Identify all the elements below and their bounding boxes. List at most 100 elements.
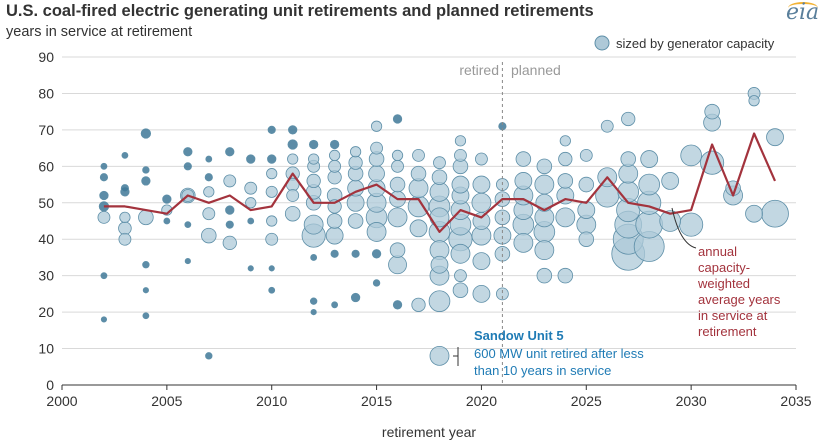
data-bubble [451,175,470,194]
data-bubble [97,210,111,224]
data-bubble [266,215,278,227]
data-bubble [557,173,574,189]
data-bubble [330,249,339,258]
data-bubble [557,267,574,284]
data-bubble [266,168,278,180]
avg-label-6: retirement [698,324,757,339]
data-bubble [268,265,275,272]
sandow-line2: than 10 years in service [474,363,611,378]
sandow-line1: 600 MW unit retired after less [474,346,644,361]
data-bubble [183,162,192,171]
data-bubble [577,201,596,219]
y-tick-label: 0 [46,377,54,393]
grid-layer [62,56,796,350]
sandow-bracket [453,347,459,366]
y-tick-label: 60 [38,158,54,174]
data-bubble [452,282,469,299]
data-bubble [184,221,192,229]
data-bubble [748,95,760,107]
chart-title: U.S. coal-fired electric generating unit… [6,2,594,20]
data-bubble [640,150,659,168]
data-bubble [141,176,151,186]
data-bubble [247,217,255,225]
data-bubble [495,287,509,301]
legend-label: sized by generator capacity [616,36,775,51]
data-bubble [142,261,150,269]
data-bubble [120,184,129,193]
data-bubble [142,166,150,174]
eia-logo: eia [786,0,820,25]
x-axis-label: retirement year [382,424,476,440]
avg-label-3: weighted [697,276,750,291]
data-bubble [555,207,576,228]
data-bubble [163,217,171,225]
data-bubble [303,214,324,235]
data-bubble [325,226,344,245]
data-bubble [392,300,403,310]
data-bubble [346,193,365,212]
average-line [103,132,777,233]
data-bubble [310,254,318,261]
data-bubble [410,165,427,182]
data-bubble [638,173,661,196]
x-tick-label: 2030 [676,393,707,409]
y-tick-label: 20 [38,304,54,320]
y-tick-label: 10 [38,341,54,357]
data-bubble [368,165,385,182]
data-bubble [100,316,108,323]
data-bubble [329,139,340,150]
x-tick-label: 2025 [571,393,602,409]
y-tick-label: 40 [38,231,54,247]
avg-label-2: capacity- [698,260,750,275]
data-bubble [326,213,343,229]
data-bubble [287,153,299,165]
data-bubble [310,309,317,316]
average-line-layer [103,132,777,233]
avg-label-5: in service at [698,308,768,323]
data-bubble [247,265,254,272]
data-bubble [371,249,382,259]
data-bubble [119,211,131,223]
y-tick-label: 50 [38,195,54,211]
data-bubble [267,154,277,164]
data-bubble [433,156,446,170]
y-tick-label: 30 [38,268,54,284]
data-bubble [349,146,362,158]
data-bubble [205,155,213,163]
data-bubble [535,193,554,212]
data-bubble [225,220,234,229]
data-bubble [454,148,467,162]
data-bubble [347,213,364,229]
x-tick-label: 2015 [361,393,392,409]
data-bubble [578,231,595,247]
data-bubble [659,210,681,232]
data-bubble [202,207,216,221]
data-bubble [306,173,321,189]
y-tick-label: 70 [38,122,54,138]
data-bubble [578,176,595,193]
data-bubble [100,272,108,280]
data-bubble [429,345,450,366]
data-bubble [761,199,789,228]
data-bubble [559,135,571,147]
eia-logo-arc [788,2,818,14]
data-bubble [661,172,680,190]
data-bubble [183,147,193,157]
avg-leader-line [671,207,697,249]
data-bubble [600,119,614,133]
data-bubble [203,186,215,198]
data-bubble [620,151,636,167]
data-bubble [472,175,491,194]
data-bubble [679,212,704,237]
data-bubble [245,197,257,209]
data-bubble [534,240,555,261]
data-bubble [370,141,383,155]
legend-bubble-icon [594,35,610,51]
data-bubble [328,159,342,173]
data-bubble [430,255,449,274]
data-bubble [286,189,300,202]
data-bubble [704,103,720,120]
data-bubble [617,181,640,203]
data-bubble [100,162,108,170]
